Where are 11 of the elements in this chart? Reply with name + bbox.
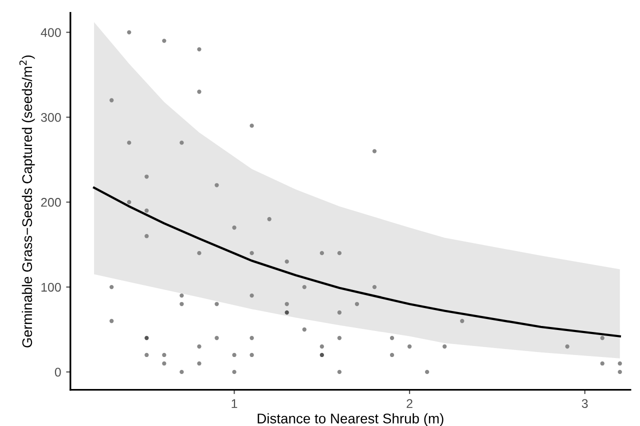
y-tick-label: 100 [41, 282, 61, 292]
y-tick-label: 400 [40, 28, 61, 37]
y-tick-label: 300 [40, 113, 61, 122]
x-tick-label: 1 [232, 399, 238, 408]
x-tick-label: 3 [582, 399, 588, 408]
x-axis-title: Distance to Nearest Shrub (m) [258, 413, 444, 426]
y-tick-label: 0 [54, 368, 61, 377]
y-axis-title: Germinable Grass−Seeds Captured (seeds/m$^{2}$) [19, 55, 35, 348]
x-tick-label: 2 [406, 399, 412, 408]
y-tick-label: 200 [41, 198, 61, 207]
line-series [92, 186, 621, 338]
